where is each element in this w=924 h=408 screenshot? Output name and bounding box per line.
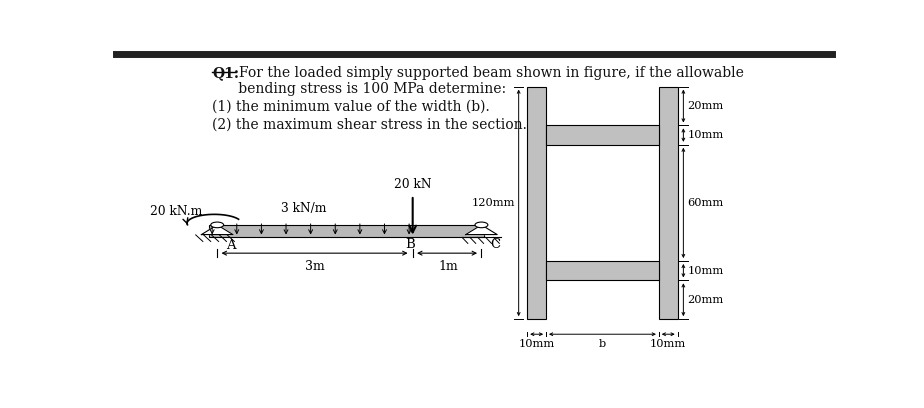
Text: C: C xyxy=(490,238,500,251)
Text: Q1:: Q1: xyxy=(213,66,239,80)
Text: 3m: 3m xyxy=(305,260,325,273)
Bar xyxy=(659,86,677,319)
Text: 60mm: 60mm xyxy=(687,198,723,208)
Text: 20mm: 20mm xyxy=(687,101,723,111)
Text: bending stress is 100 MPa determine:: bending stress is 100 MPa determine: xyxy=(213,82,506,96)
Text: 20mm: 20mm xyxy=(687,295,723,305)
Bar xyxy=(528,86,546,319)
Text: For the loaded simply supported beam shown in figure, if the allowable: For the loaded simply supported beam sho… xyxy=(238,66,744,80)
Text: b: b xyxy=(599,339,606,349)
Text: 3 kN/m: 3 kN/m xyxy=(281,202,326,215)
Text: 120mm: 120mm xyxy=(471,198,515,208)
Circle shape xyxy=(475,222,488,228)
Text: A: A xyxy=(225,239,236,252)
Text: (2) the maximum shear stress in the section.: (2) the maximum shear stress in the sect… xyxy=(213,118,527,131)
Circle shape xyxy=(211,222,224,228)
Text: 20 kN.m: 20 kN.m xyxy=(151,205,202,218)
Text: B: B xyxy=(405,238,415,251)
Text: 20 kN: 20 kN xyxy=(394,178,432,191)
Text: 10mm: 10mm xyxy=(687,130,723,140)
Text: 10mm: 10mm xyxy=(650,339,687,349)
Bar xyxy=(546,125,659,145)
Polygon shape xyxy=(466,225,497,235)
Text: (1) the minimum value of the width (b).: (1) the minimum value of the width (b). xyxy=(213,100,490,114)
Text: 1m: 1m xyxy=(439,260,458,273)
Text: 10mm: 10mm xyxy=(687,266,723,276)
Bar xyxy=(209,225,484,237)
Bar xyxy=(546,261,659,280)
Polygon shape xyxy=(201,225,233,235)
Text: 10mm: 10mm xyxy=(518,339,554,349)
